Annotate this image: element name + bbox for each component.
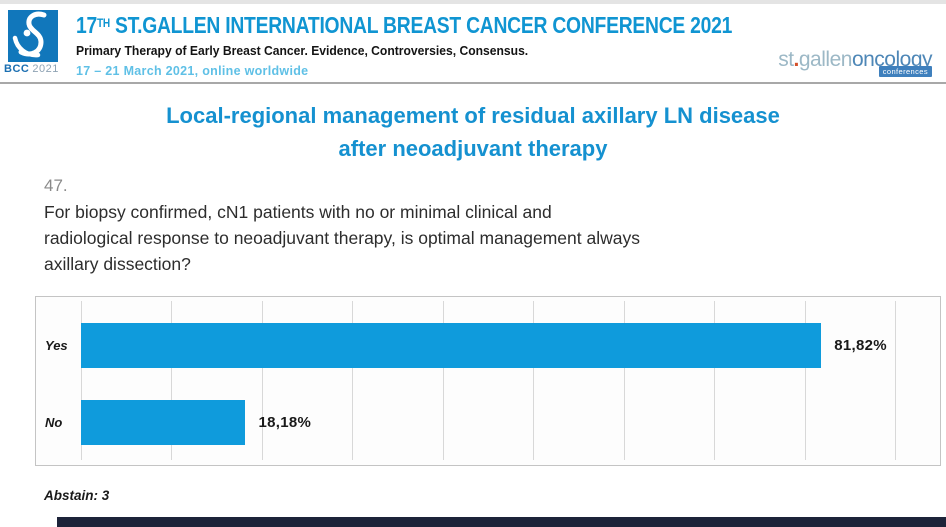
bar-value-label: 81,82% [834,337,887,354]
bar [81,400,246,445]
conferences-badge: conferences [878,66,932,77]
bar-value-label: 18,18% [258,414,312,431]
question-line: For biopsy confirmed, cN1 patients with … [44,202,552,222]
conference-title: 17TH ST.GALLEN INTERNATIONAL BREAST CANC… [76,12,733,38]
gridline [442,301,444,460]
gridline [171,301,173,460]
wordmark-dot: . [793,48,800,71]
ordinal-suffix: TH [96,16,110,30]
bcc-year: 2021 [32,63,59,75]
slide-title: Local-regional management of residual ax… [0,99,946,165]
gridline [714,301,716,460]
plot-area [81,301,936,460]
bcc-logo-caption: BCC 2021 [4,63,64,75]
poll-bar-chart: Yes 81,82% No 18,18% [35,296,941,466]
gridline [623,301,625,460]
header-divider [0,82,946,84]
abstain-note: Abstain: 3 [44,488,110,503]
bcc-label: BCC [4,63,30,75]
footer-bar [57,517,946,527]
question-number: 47. [44,176,68,195]
question-text: For biopsy confirmed, cN1 patients with … [44,199,914,277]
bar [81,323,822,368]
stgallen-oncology-wordmark: st.gallenoncology conferences [778,48,933,77]
swan-drop-icon [12,11,47,58]
gridline [352,301,354,460]
question-line: radiological response to neoadjuvant the… [44,228,640,248]
bar-row: 81,82% [81,323,936,368]
bar-category-label: No [45,415,63,430]
conference-subtitle: Primary Therapy of Early Breast Cancer. … [76,44,529,58]
top-edge-strip [0,0,946,4]
question-line: axillary dissection? [44,254,191,274]
conference-date: 17 – 21 March 2021, online worldwide [76,64,309,78]
bcc-logo [8,10,58,62]
slide-title-line2: after neoadjuvant therapy [338,136,608,161]
slide-title-line1: Local-regional management of residual ax… [166,103,780,128]
bar-category-label: Yes [45,338,68,353]
conference-header: 17TH ST.GALLEN INTERNATIONAL BREAST CANC… [76,12,857,78]
gridline [895,301,897,460]
gridline [81,301,82,460]
bar-row: 18,18% [81,400,936,445]
gridline [261,301,263,460]
gridline [533,301,535,460]
gridline [804,301,806,460]
